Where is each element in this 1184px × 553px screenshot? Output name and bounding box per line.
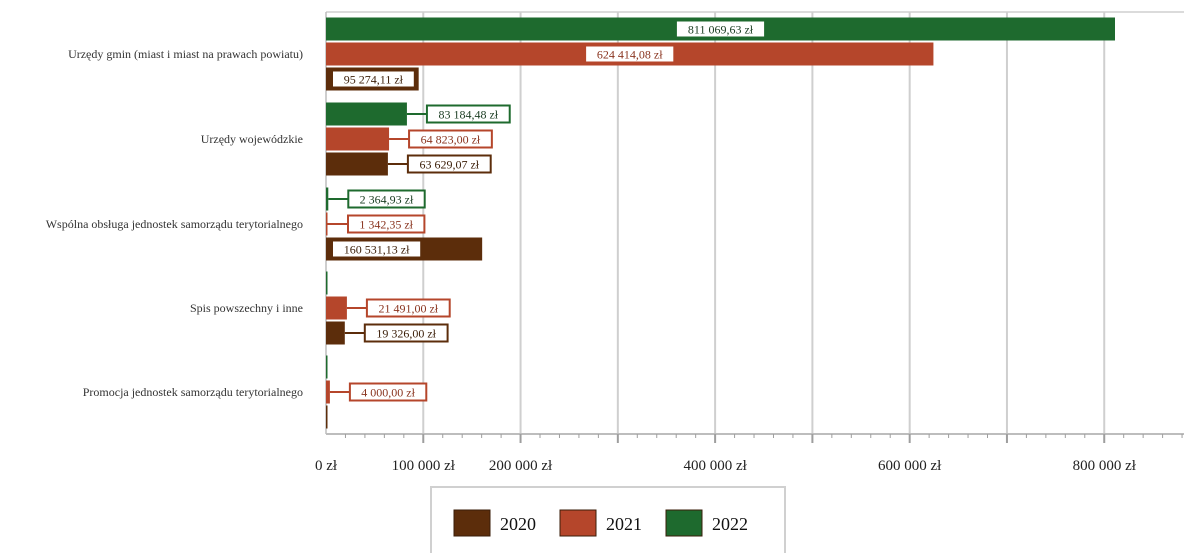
bar-2022-urzedy-wojewodzkie <box>326 102 407 126</box>
data-label-box <box>363 323 449 343</box>
legend-swatch-2021 <box>559 509 597 537</box>
legend: 2020 2021 2022 <box>430 486 786 553</box>
data-label-2021-urzedy-wojewodzkie: 64 823,00 zł <box>421 133 481 147</box>
data-label-box <box>408 129 493 149</box>
data-label-2020-wspolna-obsluga-jednostek-samorzadu-terytorialnego: 160 531,13 zł <box>344 243 410 257</box>
x-tick-label: 600 000 zł <box>878 458 942 474</box>
x-tick-label: 400 000 zł <box>683 458 747 474</box>
x-tick-label: 800 000 zł <box>1073 458 1137 474</box>
bar-2022-wspolna-obsluga-jednostek-samorzadu-terytorialnego <box>326 187 329 211</box>
data-label-2021-wspolna-obsluga-jednostek-samorzadu-terytorialnego: 1 342,35 zł <box>359 218 413 232</box>
bar-2021-wspolna-obsluga-jednostek-samorzadu-terytorialnego <box>326 212 328 236</box>
legend-swatch-2020 <box>453 509 491 537</box>
data-label-box <box>406 154 492 174</box>
bar-2020-urzedy-wojewodzkie <box>326 152 388 176</box>
data-label-box <box>348 382 428 402</box>
data-label-2020-spis-powszechny-i-inne: 19 326,00 zł <box>376 327 436 341</box>
legend-swatch-2022 <box>665 509 703 537</box>
category-label-promocja-jednostek-samorzadu-terytorialnego: Promocja jednostek samorządu terytorialn… <box>83 385 303 399</box>
category-label-wspolna-obsluga-jednostek-samorzadu-terytorialnego: Wspólna obsługa jednostek samorządu tery… <box>46 217 303 231</box>
data-label-2020-urzedy-wojewodzkie: 63 629,07 zł <box>419 158 479 172</box>
bar-2021-promocja-jednostek-samorzadu-terytorialnego <box>326 380 330 404</box>
x-tick-label: 200 000 zł <box>489 458 553 474</box>
data-label-box <box>331 69 416 89</box>
legend-label-2022: 2022 <box>712 514 748 534</box>
data-label-box <box>347 189 426 209</box>
data-label-box <box>347 214 426 234</box>
data-label-2022-wspolna-obsluga-jednostek-samorzadu-terytorialnego: 2 364,93 zł <box>360 193 414 207</box>
data-label-2020-urzedy-gmin-miast-i-miast-na-prawach-powiatu: 95 274,11 zł <box>344 73 404 87</box>
category-label-urzedy-gmin-miast-i-miast-na-prawach-powiatu: Urzędy gmin (miast i miast na prawach po… <box>68 47 303 61</box>
bar-2022-promocja-jednostek-samorzadu-terytorialnego <box>326 355 328 379</box>
data-label-box <box>331 239 423 259</box>
data-label-2022-urzedy-gmin-miast-i-miast-na-prawach-powiatu: 811 069,63 zł <box>688 23 754 37</box>
data-labels: 811 069,63 zł 83 184,48 zł 2 364,93 zł 624 … <box>327 19 767 402</box>
grid <box>326 11 1184 434</box>
x-tick-label: 100 000 zł <box>392 458 456 474</box>
data-label-2021-urzedy-gmin-miast-i-miast-na-prawach-powiatu: 624 414,08 zł <box>597 48 663 62</box>
data-label-box <box>425 104 511 124</box>
bar-2020-spis-powszechny-i-inne <box>326 321 345 345</box>
data-label-2022-urzedy-wojewodzkie: 83 184,48 zł <box>438 108 498 122</box>
bar-2021-spis-powszechny-i-inne <box>326 296 347 320</box>
legend-label-2020: 2020 <box>500 514 536 534</box>
data-label-2021-spis-powszechny-i-inne: 21 491,00 zł <box>378 302 438 316</box>
legend-label-2021: 2021 <box>606 514 642 534</box>
category-labels: Urzędy gmin (miast i miast na prawach po… <box>46 47 303 399</box>
bars <box>326 17 1115 429</box>
data-label-box <box>584 44 676 64</box>
data-label-box <box>674 19 767 39</box>
category-label-spis-powszechny-i-inne: Spis powszechny i inne <box>190 301 303 315</box>
bar-2020-promocja-jednostek-samorzadu-terytorialnego <box>326 405 328 429</box>
bar-2021-urzedy-wojewodzkie <box>326 127 390 151</box>
data-label-box <box>365 298 451 318</box>
data-label-2021-promocja-jednostek-samorzadu-terytorialnego: 4 000,00 zł <box>361 386 415 400</box>
x-tick-label: 0 zł <box>315 458 338 474</box>
category-label-urzedy-wojewodzkie: Urzędy wojewódzkie <box>201 132 303 146</box>
bar-2022-spis-powszechny-i-inne <box>326 271 328 295</box>
